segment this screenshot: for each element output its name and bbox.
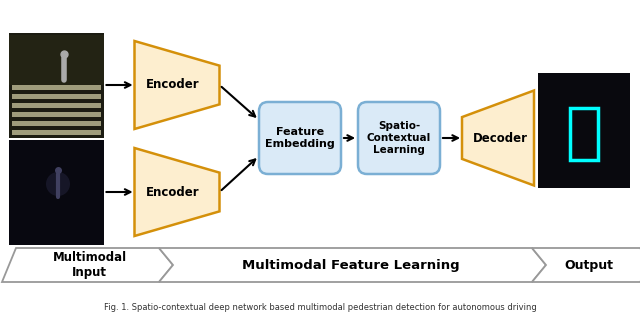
Bar xyxy=(8,139,104,244)
Bar xyxy=(538,72,630,188)
Bar xyxy=(12,102,100,108)
FancyBboxPatch shape xyxy=(358,102,440,174)
Text: Multimodal
Input: Multimodal Input xyxy=(52,251,127,279)
Bar xyxy=(570,108,598,160)
Text: Encoder: Encoder xyxy=(146,78,200,92)
Circle shape xyxy=(46,172,70,196)
Polygon shape xyxy=(2,248,173,282)
Bar xyxy=(8,34,104,85)
Bar xyxy=(12,130,100,135)
FancyBboxPatch shape xyxy=(259,102,341,174)
Bar xyxy=(12,93,100,99)
Bar xyxy=(8,33,104,137)
Text: Multimodal Feature Learning: Multimodal Feature Learning xyxy=(242,258,460,271)
Text: Decoder: Decoder xyxy=(472,131,527,145)
Text: Spatio-
Contextual
Learning: Spatio- Contextual Learning xyxy=(367,122,431,155)
Polygon shape xyxy=(532,248,640,282)
Bar xyxy=(12,121,100,125)
Text: Feature
Embedding: Feature Embedding xyxy=(265,127,335,149)
Polygon shape xyxy=(134,148,220,236)
Bar xyxy=(12,112,100,116)
Text: Fig. 1. Spatio-contextual deep network based multimodal pedestrian detection for: Fig. 1. Spatio-contextual deep network b… xyxy=(104,303,536,313)
Polygon shape xyxy=(462,91,534,186)
Polygon shape xyxy=(134,41,220,129)
Text: Encoder: Encoder xyxy=(146,186,200,198)
Bar xyxy=(12,85,100,90)
Bar xyxy=(538,72,630,188)
Text: Output: Output xyxy=(564,258,614,271)
Polygon shape xyxy=(159,248,546,282)
